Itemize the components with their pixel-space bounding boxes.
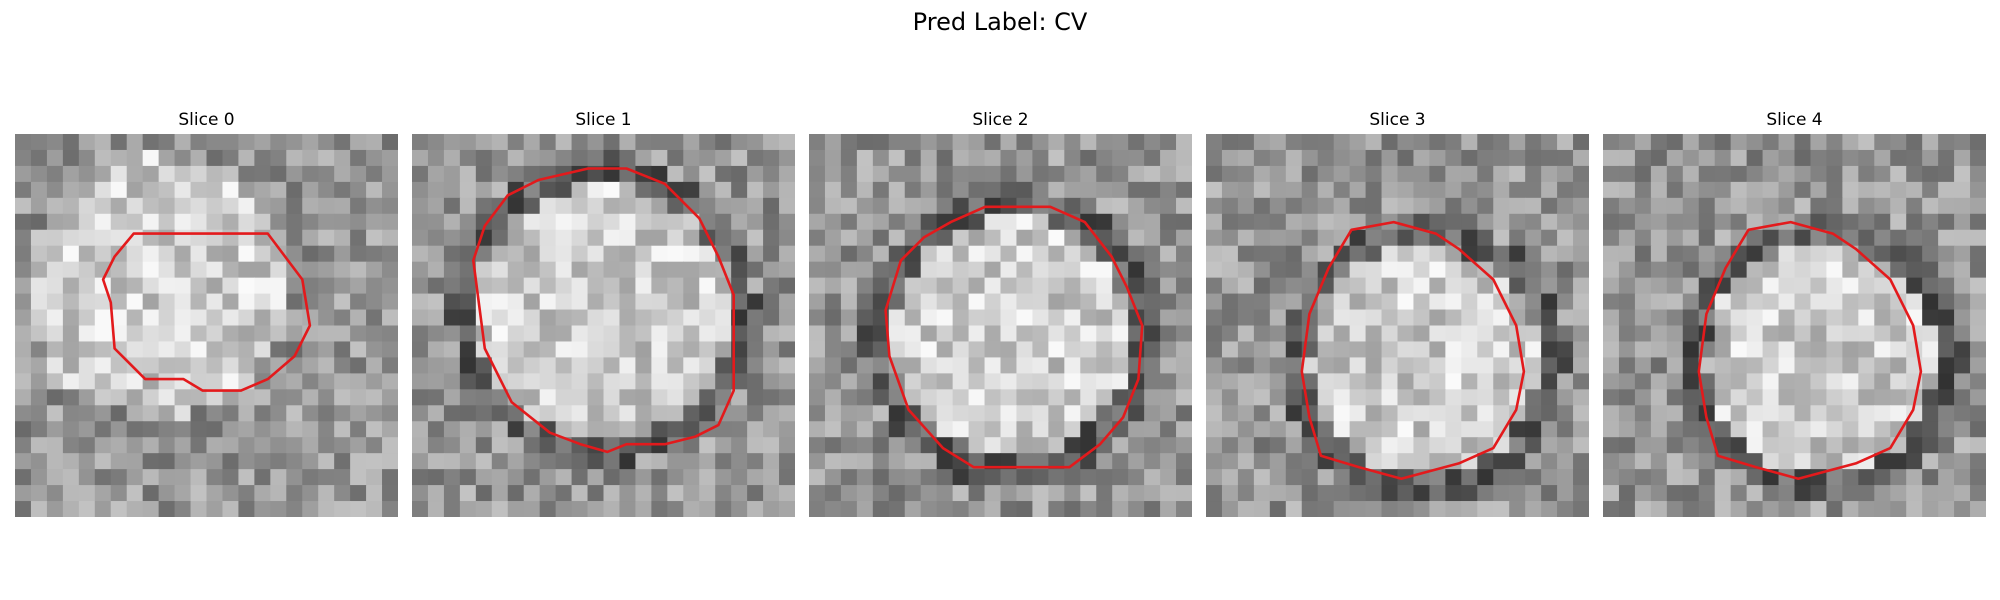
figure-title: Pred Label: CV [912, 8, 1088, 36]
slice-title-3: Slice 3 [1369, 110, 1426, 130]
slice-panel-2: Slice 2 [809, 110, 1192, 517]
slice-title-1: Slice 1 [575, 110, 632, 130]
ct-slice-image-4 [1603, 134, 1986, 517]
ct-slice-image-3 [1206, 134, 1589, 517]
segmentation-contour [1300, 220, 1526, 481]
slice-panel-4: Slice 4 [1603, 110, 1986, 517]
slice-panel-1: Slice 1 [412, 110, 795, 517]
slice-panel-3: Slice 3 [1206, 110, 1589, 517]
ct-slice-image-0 [15, 134, 398, 517]
slice-title-2: Slice 2 [972, 110, 1029, 130]
segmentation-contour [1697, 220, 1923, 481]
slice-title-4: Slice 4 [1766, 110, 1823, 130]
ct-slice-image-2 [809, 134, 1192, 517]
slice-panel-0: Slice 0 [15, 110, 398, 517]
ct-slice-image-1 [412, 134, 795, 517]
segmentation-contour [101, 232, 312, 392]
slice-title-0: Slice 0 [178, 110, 235, 130]
segmentation-contour [884, 205, 1144, 469]
segmentation-contour [471, 167, 736, 454]
